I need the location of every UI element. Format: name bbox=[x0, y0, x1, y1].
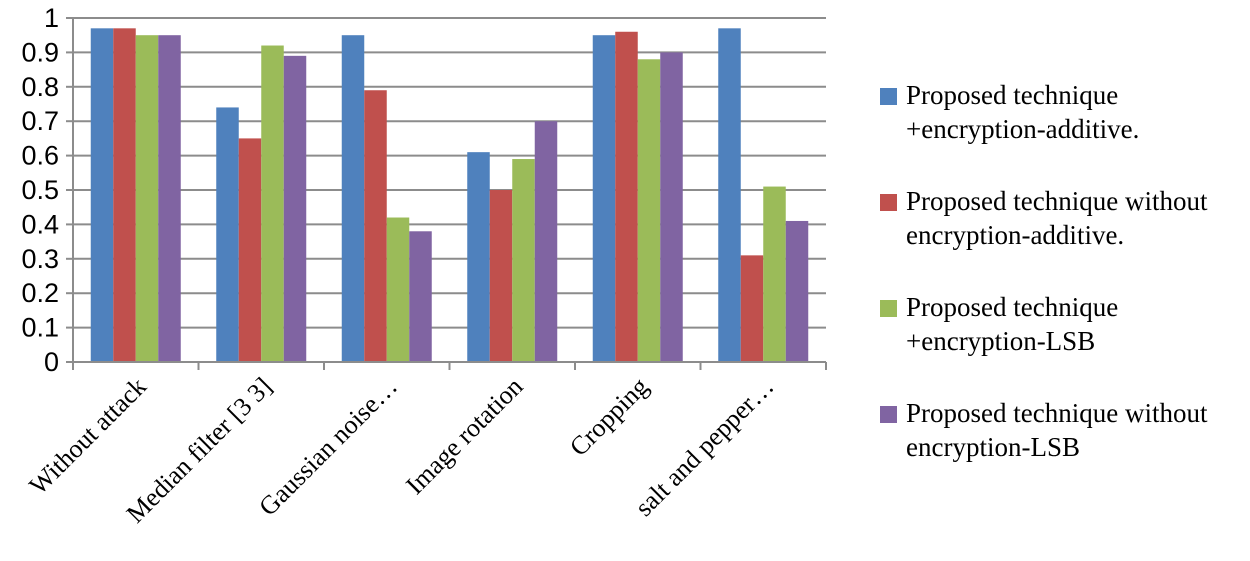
bar bbox=[467, 152, 490, 362]
legend-swatch bbox=[880, 300, 897, 317]
bar bbox=[261, 45, 284, 363]
gridlines bbox=[73, 17, 826, 329]
y-tick-label: 0.3 bbox=[21, 244, 59, 274]
legend-item-series-4: Proposed technique without encryption-LS… bbox=[878, 396, 1250, 464]
y-tick-label: 0.7 bbox=[21, 106, 59, 136]
y-tick-labels: 0 0.1 0.2 0.3 0.4 0.5 0.6 0.7 0.8 0.9 1 bbox=[21, 3, 59, 377]
bar bbox=[238, 138, 262, 362]
legend-swatch bbox=[880, 88, 897, 105]
legend-item-series-1: Proposed technique +encryption-additive. bbox=[878, 78, 1250, 146]
y-tick-label: 0.2 bbox=[21, 278, 59, 308]
x-tick-label: Without attack bbox=[23, 372, 152, 501]
bar bbox=[341, 35, 365, 362]
y-tick-label: 0.4 bbox=[21, 209, 59, 239]
bar bbox=[409, 231, 432, 362]
legend-item-series-3: Proposed technique +encryption-LSB bbox=[878, 290, 1250, 358]
legend-label-line1: Proposed technique bbox=[906, 292, 1119, 322]
bar bbox=[615, 31, 638, 362]
legend-label-line2: encryption-LSB bbox=[906, 432, 1080, 462]
bar bbox=[364, 90, 387, 363]
y-tick-label: 0.8 bbox=[21, 72, 59, 102]
bar bbox=[660, 52, 683, 363]
bar bbox=[489, 190, 513, 362]
bar bbox=[740, 255, 764, 362]
bar bbox=[534, 121, 558, 362]
bar bbox=[386, 217, 410, 362]
y-tick-label: 0.1 bbox=[21, 313, 59, 343]
legend-swatch bbox=[880, 406, 897, 423]
y-tick-label: 0.9 bbox=[21, 37, 59, 67]
legend-label-line2: encryption-additive. bbox=[906, 220, 1125, 250]
bar bbox=[135, 35, 159, 362]
bar bbox=[718, 28, 741, 362]
x-tick-label: Gaussian noise… bbox=[253, 372, 403, 522]
legend-label-line2: +encryption-additive. bbox=[906, 114, 1140, 144]
legend-label-line1: Proposed technique without bbox=[906, 186, 1208, 216]
y-tick-label: 0 bbox=[44, 347, 59, 377]
axes bbox=[66, 17, 827, 370]
bar bbox=[216, 107, 239, 362]
bar bbox=[158, 35, 181, 362]
legend-swatch bbox=[880, 194, 897, 211]
bar bbox=[113, 28, 136, 362]
legend-item-series-2: Proposed technique without encryption-ad… bbox=[878, 184, 1250, 252]
legend-label-line2: +encryption-LSB bbox=[906, 326, 1096, 356]
legend: Proposed technique +encryption-additive.… bbox=[878, 78, 1250, 502]
x-tick-label: Cropping bbox=[564, 372, 654, 462]
y-tick-label: 1 bbox=[44, 3, 59, 33]
legend-label-line1: Proposed technique bbox=[906, 80, 1119, 110]
bars bbox=[90, 28, 809, 363]
bar bbox=[763, 186, 786, 362]
bar bbox=[637, 59, 661, 362]
y-tick-label: 0.6 bbox=[21, 141, 59, 171]
bar bbox=[785, 220, 809, 362]
bar bbox=[283, 55, 307, 363]
legend-label-line1: Proposed technique without bbox=[906, 398, 1208, 428]
y-tick-label: 0.5 bbox=[21, 175, 59, 205]
bar bbox=[90, 28, 114, 362]
x-tick-label: Image rotation bbox=[400, 372, 528, 500]
bar bbox=[512, 159, 535, 362]
bar bbox=[592, 35, 616, 362]
